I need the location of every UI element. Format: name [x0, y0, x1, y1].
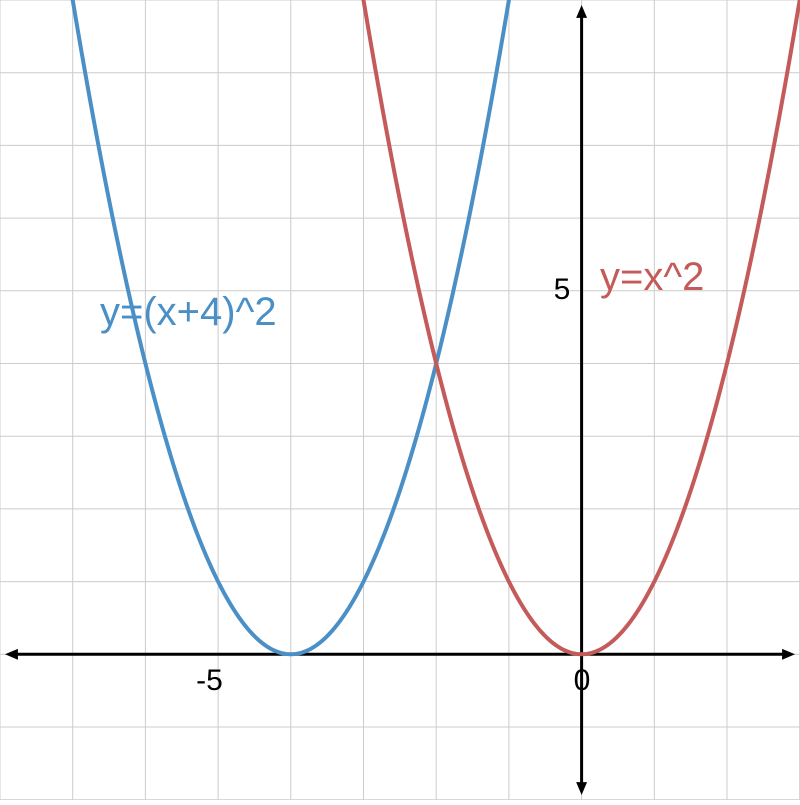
chart-area: -5 0 5 y=(x+4)^2 y=x^2: [0, 0, 800, 800]
x-tick-label: 0: [574, 664, 591, 698]
grid: [0, 0, 800, 800]
y-tick-label: 5: [554, 273, 571, 307]
curve-red: [291, 0, 800, 654]
chart-svg: [0, 0, 800, 800]
series-label: y=x^2: [600, 255, 704, 300]
axes: [5, 5, 795, 795]
series-label: y=(x+4)^2: [100, 290, 277, 335]
x-tick-label: -5: [196, 664, 223, 698]
